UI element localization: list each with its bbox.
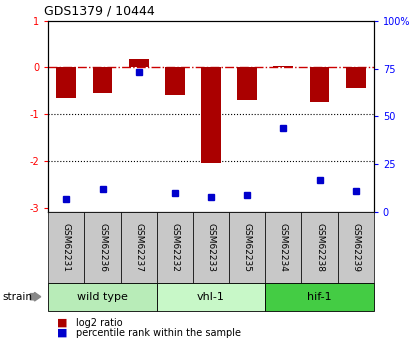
Text: GSM62236: GSM62236 (98, 223, 107, 272)
Text: GDS1379 / 10444: GDS1379 / 10444 (44, 4, 155, 17)
Bar (265, 212, 302, 283)
Text: log2 ratio: log2 ratio (76, 318, 122, 327)
Text: ■: ■ (57, 318, 67, 327)
Bar (338, 212, 374, 283)
Text: hif-1: hif-1 (307, 292, 332, 302)
Text: GSM62231: GSM62231 (62, 223, 71, 272)
Text: GSM62237: GSM62237 (134, 223, 143, 272)
Bar (84, 212, 121, 283)
Bar (346, 67, 366, 88)
Bar (157, 283, 265, 310)
Text: GSM62238: GSM62238 (315, 223, 324, 272)
Bar (56, 67, 76, 98)
Text: GSM62239: GSM62239 (351, 223, 360, 272)
Bar (157, 212, 193, 283)
Bar (237, 67, 257, 100)
Text: GSM62234: GSM62234 (279, 223, 288, 272)
Bar (302, 212, 338, 283)
Text: strain: strain (2, 292, 32, 302)
Text: vhl-1: vhl-1 (197, 292, 225, 302)
Bar (129, 59, 149, 67)
Bar (193, 212, 229, 283)
Text: GSM62232: GSM62232 (171, 223, 179, 272)
Bar (201, 67, 221, 163)
Bar (121, 212, 157, 283)
Bar (48, 212, 84, 283)
Bar (165, 67, 185, 96)
Bar (48, 283, 157, 310)
Text: GSM62233: GSM62233 (207, 223, 215, 272)
Bar (310, 67, 330, 102)
Bar (265, 283, 374, 310)
Bar (229, 212, 265, 283)
Text: GSM62235: GSM62235 (243, 223, 252, 272)
Text: percentile rank within the sample: percentile rank within the sample (76, 328, 241, 338)
Text: wild type: wild type (77, 292, 128, 302)
Bar (92, 67, 113, 93)
Text: ■: ■ (57, 328, 67, 338)
